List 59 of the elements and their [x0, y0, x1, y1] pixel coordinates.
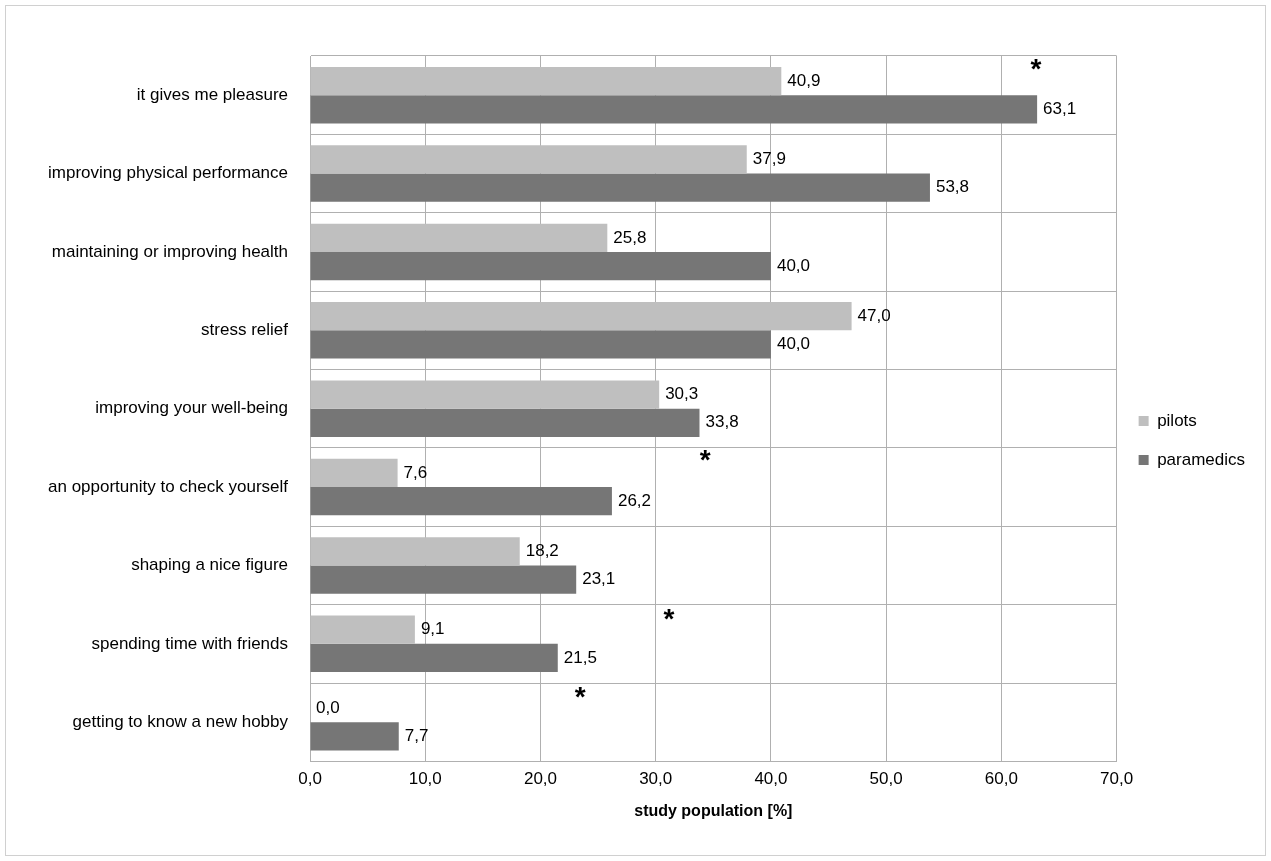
legend-label: pilots	[1157, 410, 1197, 430]
annotation: *	[574, 680, 586, 712]
x-tick-label: 0,0	[298, 769, 322, 789]
x-tick-label: 20,0	[523, 769, 558, 789]
data-label: 63,1	[1043, 98, 1077, 118]
bar	[310, 302, 852, 331]
annotation: *	[663, 603, 675, 635]
data-label: 37,9	[752, 149, 786, 169]
annotation: *	[699, 444, 711, 476]
y-tick-label: improving physical performance	[48, 163, 289, 183]
y-tick-label: improving your well-being	[95, 398, 289, 418]
bar	[310, 722, 399, 751]
data-label: 33,8	[705, 412, 739, 432]
bar	[310, 95, 1038, 124]
y-tick-label: maintaining or improving health	[51, 241, 289, 261]
bar	[310, 145, 747, 174]
y-tick-label: stress relief	[201, 320, 289, 340]
x-tick-label: 40,0	[754, 769, 788, 789]
data-label: 21,5	[563, 647, 597, 667]
data-label: 47,0	[857, 305, 891, 325]
bar	[310, 643, 558, 673]
bar	[310, 380, 660, 409]
data-label: 0,0	[316, 697, 340, 717]
bar	[310, 487, 612, 516]
bar	[310, 251, 771, 281]
x-tick-label: 60,0	[984, 769, 1018, 789]
x-tick-label: 50,0	[869, 769, 903, 789]
x-axis-title: study population [%]	[634, 801, 793, 819]
data-label: 9,1	[420, 619, 445, 639]
data-label: 40,0	[776, 255, 811, 275]
bar	[310, 615, 415, 644]
y-tick-label: getting to know a new hobby	[72, 711, 289, 731]
data-label: 53,8	[935, 177, 970, 197]
y-tick-label: an opportunity to check yourself	[47, 476, 289, 496]
bar	[310, 330, 771, 359]
data-label: 40,0	[776, 334, 811, 354]
data-label: 25,8	[613, 227, 647, 247]
annotation: *	[1030, 52, 1042, 84]
x-tick-label: 30,0	[639, 769, 673, 789]
y-tick-label: spending time with friends	[91, 633, 289, 653]
data-label: 7,6	[403, 462, 428, 482]
data-label: 18,2	[525, 541, 559, 561]
bar	[310, 565, 577, 594]
x-tick-label: 70,0	[1100, 769, 1134, 789]
data-label: 7,7	[404, 726, 429, 746]
y-tick-label: shaping a nice figure	[131, 555, 289, 575]
bar	[310, 223, 608, 252]
bar	[310, 537, 520, 566]
x-tick-label: 10,0	[408, 769, 442, 789]
legend-label: paramedics	[1157, 449, 1245, 469]
bar	[310, 66, 782, 96]
data-label: 23,1	[582, 569, 616, 589]
y-tick-label: it gives me pleasure	[136, 84, 289, 104]
data-label: 26,2	[617, 490, 652, 510]
data-label: 40,9	[787, 70, 821, 90]
bar	[310, 458, 398, 488]
data-label: 30,3	[665, 384, 699, 404]
bar	[310, 408, 700, 437]
bar	[310, 173, 930, 202]
